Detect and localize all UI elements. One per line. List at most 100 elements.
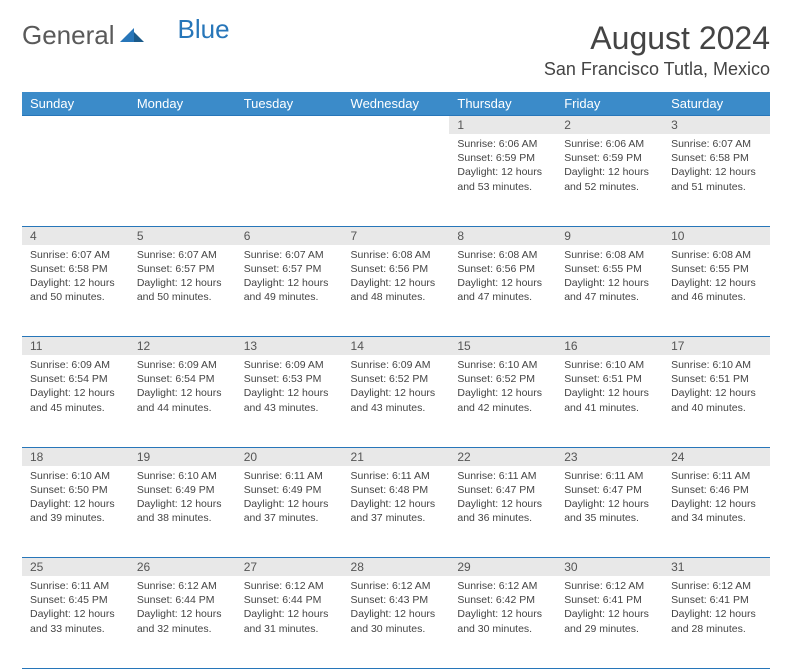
sunset-line: Sunset: 6:54 PM <box>30 372 121 386</box>
day-content-cell: Sunrise: 6:11 AMSunset: 6:48 PMDaylight:… <box>343 466 450 558</box>
daylight-line: Daylight: 12 hours and 46 minutes. <box>671 276 762 304</box>
sunrise-line: Sunrise: 6:08 AM <box>351 248 442 262</box>
day-number-cell: 18 <box>22 447 129 466</box>
day-content-cell: Sunrise: 6:11 AMSunset: 6:45 PMDaylight:… <box>22 576 129 668</box>
day-content-cell: Sunrise: 6:10 AMSunset: 6:49 PMDaylight:… <box>129 466 236 558</box>
day-number-cell: 6 <box>236 226 343 245</box>
daylight-line: Daylight: 12 hours and 41 minutes. <box>564 386 655 414</box>
day-number-cell: 10 <box>663 226 770 245</box>
sunrise-line: Sunrise: 6:11 AM <box>671 469 762 483</box>
daylight-line: Daylight: 12 hours and 48 minutes. <box>351 276 442 304</box>
daylight-line: Daylight: 12 hours and 44 minutes. <box>137 386 228 414</box>
sunrise-line: Sunrise: 6:12 AM <box>244 579 335 593</box>
sunrise-line: Sunrise: 6:10 AM <box>457 358 548 372</box>
content-row: Sunrise: 6:09 AMSunset: 6:54 PMDaylight:… <box>22 355 770 447</box>
daylight-line: Daylight: 12 hours and 53 minutes. <box>457 165 548 193</box>
day-number-cell: 20 <box>236 447 343 466</box>
day-content-cell: Sunrise: 6:12 AMSunset: 6:41 PMDaylight:… <box>663 576 770 668</box>
daylight-line: Daylight: 12 hours and 47 minutes. <box>457 276 548 304</box>
day-content-cell: Sunrise: 6:08 AMSunset: 6:56 PMDaylight:… <box>343 245 450 337</box>
sunset-line: Sunset: 6:48 PM <box>351 483 442 497</box>
day-header: Sunday <box>22 92 129 116</box>
sunrise-line: Sunrise: 6:11 AM <box>30 579 121 593</box>
sunrise-line: Sunrise: 6:08 AM <box>671 248 762 262</box>
day-content-cell: Sunrise: 6:08 AMSunset: 6:55 PMDaylight:… <box>556 245 663 337</box>
sunset-line: Sunset: 6:53 PM <box>244 372 335 386</box>
daynum-row: 123 <box>22 116 770 135</box>
daynum-row: 45678910 <box>22 226 770 245</box>
logo-text-blue: Blue <box>178 14 230 45</box>
day-number-cell: 3 <box>663 116 770 135</box>
sunrise-line: Sunrise: 6:07 AM <box>137 248 228 262</box>
daylight-line: Daylight: 12 hours and 50 minutes. <box>30 276 121 304</box>
calendar-table: SundayMondayTuesdayWednesdayThursdayFrid… <box>22 92 770 669</box>
sunrise-line: Sunrise: 6:10 AM <box>671 358 762 372</box>
day-content-cell: Sunrise: 6:10 AMSunset: 6:51 PMDaylight:… <box>556 355 663 447</box>
sunset-line: Sunset: 6:47 PM <box>564 483 655 497</box>
sunset-line: Sunset: 6:45 PM <box>30 593 121 607</box>
daylight-line: Daylight: 12 hours and 35 minutes. <box>564 497 655 525</box>
sunset-line: Sunset: 6:51 PM <box>564 372 655 386</box>
day-number-cell <box>129 116 236 135</box>
day-number-cell: 9 <box>556 226 663 245</box>
sunrise-line: Sunrise: 6:06 AM <box>564 137 655 151</box>
daylight-line: Daylight: 12 hours and 50 minutes. <box>137 276 228 304</box>
day-number-cell: 1 <box>449 116 556 135</box>
sunrise-line: Sunrise: 6:09 AM <box>244 358 335 372</box>
day-number-cell: 21 <box>343 447 450 466</box>
day-number-cell: 27 <box>236 558 343 577</box>
day-number-cell: 30 <box>556 558 663 577</box>
location: San Francisco Tutla, Mexico <box>544 59 770 80</box>
day-content-cell <box>343 134 450 226</box>
day-number-cell: 22 <box>449 447 556 466</box>
sunrise-line: Sunrise: 6:10 AM <box>137 469 228 483</box>
sunrise-line: Sunrise: 6:12 AM <box>137 579 228 593</box>
day-header: Monday <box>129 92 236 116</box>
daylight-line: Daylight: 12 hours and 40 minutes. <box>671 386 762 414</box>
sunrise-line: Sunrise: 6:11 AM <box>351 469 442 483</box>
day-content-cell: Sunrise: 6:08 AMSunset: 6:55 PMDaylight:… <box>663 245 770 337</box>
content-row: Sunrise: 6:06 AMSunset: 6:59 PMDaylight:… <box>22 134 770 226</box>
day-number-cell: 7 <box>343 226 450 245</box>
day-header: Friday <box>556 92 663 116</box>
sunset-line: Sunset: 6:57 PM <box>244 262 335 276</box>
day-content-cell: Sunrise: 6:10 AMSunset: 6:52 PMDaylight:… <box>449 355 556 447</box>
sunset-line: Sunset: 6:47 PM <box>457 483 548 497</box>
day-header-row: SundayMondayTuesdayWednesdayThursdayFrid… <box>22 92 770 116</box>
sunset-line: Sunset: 6:43 PM <box>351 593 442 607</box>
sunrise-line: Sunrise: 6:08 AM <box>457 248 548 262</box>
day-number-cell: 29 <box>449 558 556 577</box>
day-number-cell: 2 <box>556 116 663 135</box>
day-number-cell: 26 <box>129 558 236 577</box>
sunset-line: Sunset: 6:56 PM <box>351 262 442 276</box>
daylight-line: Daylight: 12 hours and 34 minutes. <box>671 497 762 525</box>
sunrise-line: Sunrise: 6:07 AM <box>671 137 762 151</box>
day-content-cell: Sunrise: 6:09 AMSunset: 6:54 PMDaylight:… <box>129 355 236 447</box>
day-number-cell: 17 <box>663 337 770 356</box>
sunset-line: Sunset: 6:56 PM <box>457 262 548 276</box>
day-content-cell: Sunrise: 6:06 AMSunset: 6:59 PMDaylight:… <box>449 134 556 226</box>
sunrise-line: Sunrise: 6:12 AM <box>351 579 442 593</box>
day-content-cell: Sunrise: 6:07 AMSunset: 6:58 PMDaylight:… <box>663 134 770 226</box>
daylight-line: Daylight: 12 hours and 42 minutes. <box>457 386 548 414</box>
day-header: Wednesday <box>343 92 450 116</box>
day-content-cell: Sunrise: 6:11 AMSunset: 6:47 PMDaylight:… <box>449 466 556 558</box>
sunset-line: Sunset: 6:41 PM <box>564 593 655 607</box>
day-content-cell: Sunrise: 6:12 AMSunset: 6:44 PMDaylight:… <box>236 576 343 668</box>
sunset-line: Sunset: 6:54 PM <box>137 372 228 386</box>
day-number-cell: 31 <box>663 558 770 577</box>
day-content-cell <box>22 134 129 226</box>
day-number-cell: 25 <box>22 558 129 577</box>
sunset-line: Sunset: 6:52 PM <box>351 372 442 386</box>
sunrise-line: Sunrise: 6:09 AM <box>351 358 442 372</box>
content-row: Sunrise: 6:07 AMSunset: 6:58 PMDaylight:… <box>22 245 770 337</box>
day-number-cell: 12 <box>129 337 236 356</box>
sunrise-line: Sunrise: 6:06 AM <box>457 137 548 151</box>
day-content-cell: Sunrise: 6:07 AMSunset: 6:57 PMDaylight:… <box>236 245 343 337</box>
day-content-cell <box>236 134 343 226</box>
sunset-line: Sunset: 6:52 PM <box>457 372 548 386</box>
day-content-cell: Sunrise: 6:09 AMSunset: 6:53 PMDaylight:… <box>236 355 343 447</box>
day-number-cell <box>22 116 129 135</box>
day-content-cell: Sunrise: 6:11 AMSunset: 6:49 PMDaylight:… <box>236 466 343 558</box>
sunset-line: Sunset: 6:59 PM <box>457 151 548 165</box>
